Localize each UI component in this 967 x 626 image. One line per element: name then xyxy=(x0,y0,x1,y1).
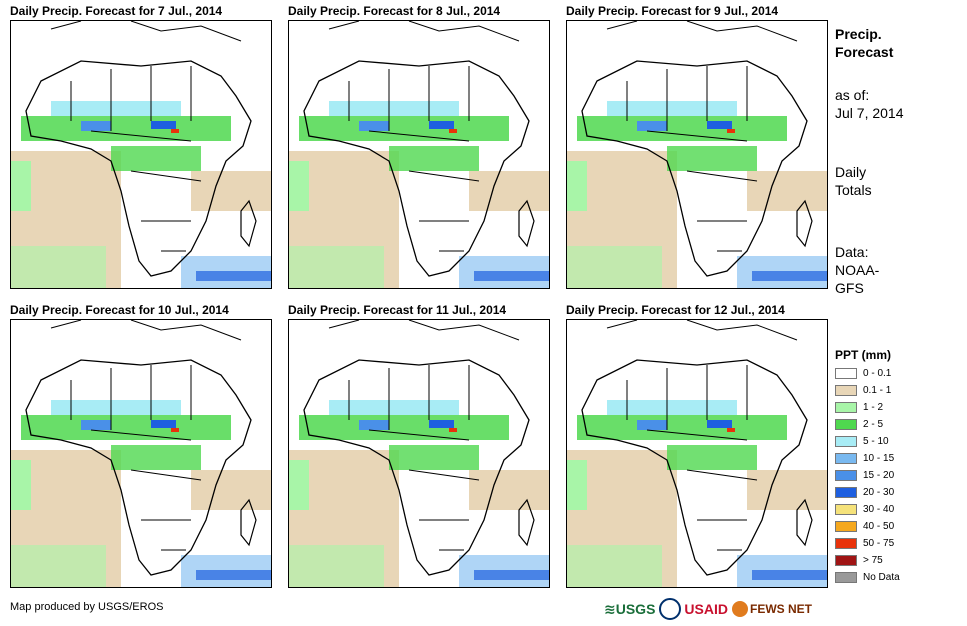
forecast-panel-jul9: Daily Precip. Forecast for 9 Jul., 2014 xyxy=(566,4,828,289)
as-of-value: Jul 7, 2014 xyxy=(835,105,904,121)
usaid-logo-text: USAID xyxy=(684,601,728,617)
legend-swatch xyxy=(835,470,857,481)
data-line1: Data: xyxy=(835,244,869,260)
forecast-panel-jul11: Daily Precip. Forecast for 11 Jul., 2014 xyxy=(288,303,550,588)
usgs-logo-text: USGS xyxy=(615,601,656,617)
fewsnet-globe-icon xyxy=(731,601,748,617)
usaid-logo: USAID xyxy=(659,598,728,620)
legend-label: > 75 xyxy=(863,555,883,566)
side-title-line1: Precip. xyxy=(835,26,882,42)
panel-title: Daily Precip. Forecast for 9 Jul., 2014 xyxy=(566,4,779,18)
usgs-logo: ≋ USGS xyxy=(604,601,655,618)
panel-title: Daily Precip. Forecast for 10 Jul., 2014 xyxy=(10,303,229,317)
data-source: Data: NOAA- GFS xyxy=(835,243,879,297)
legend-label: 5 - 10 xyxy=(863,436,889,447)
legend-swatch xyxy=(835,368,857,379)
forecast-panel-jul12: Daily Precip. Forecast for 12 Jul., 2014 xyxy=(566,303,828,588)
legend-swatch xyxy=(835,385,857,396)
legend-label: 1 - 2 xyxy=(863,402,884,413)
usgs-logo-icon: ≋ xyxy=(604,600,616,617)
legend-swatch xyxy=(835,453,857,464)
legend-swatch xyxy=(835,538,857,549)
legend-item: 15 - 20 xyxy=(835,467,915,484)
legend-item: 40 - 50 xyxy=(835,518,915,535)
partner-logos: ≋ USGS USAID FEWS NET xyxy=(604,595,812,623)
legend-item: 5 - 10 xyxy=(835,433,915,450)
legend-label: No Data xyxy=(863,572,900,583)
legend-label: 2 - 5 xyxy=(863,419,884,430)
precip-map xyxy=(288,319,550,588)
legend-item: 50 - 75 xyxy=(835,535,915,552)
legend-item: No Data xyxy=(835,569,915,586)
legend-label: 20 - 30 xyxy=(863,487,895,498)
panel-title: Daily Precip. Forecast for 11 Jul., 2014 xyxy=(288,303,507,317)
panel-title: Daily Precip. Forecast for 8 Jul., 2014 xyxy=(288,4,501,18)
fewsnet-logo: FEWS NET xyxy=(731,601,812,617)
legend-item: 0.1 - 1 xyxy=(835,382,915,399)
precip-map xyxy=(10,319,272,588)
legend-swatch xyxy=(835,555,857,566)
legend-swatch xyxy=(835,504,857,515)
legend-item: 0 - 0.1 xyxy=(835,365,915,382)
legend-item: > 75 xyxy=(835,552,915,569)
legend-label: 0 - 0.1 xyxy=(863,368,892,379)
legend-item: 1 - 2 xyxy=(835,399,915,416)
legend-swatch xyxy=(835,402,857,413)
as-of-date: as of: Jul 7, 2014 xyxy=(835,86,904,122)
side-title-line2: Forecast xyxy=(835,44,894,60)
panel-title: Daily Precip. Forecast for 7 Jul., 2014 xyxy=(10,4,223,18)
as-of-label: as of: xyxy=(835,87,870,103)
legend-item: 20 - 30 xyxy=(835,484,915,501)
forecast-panel-jul10: Daily Precip. Forecast for 10 Jul., 2014 xyxy=(10,303,272,588)
daily-line2: Totals xyxy=(835,182,872,198)
legend-item: 10 - 15 xyxy=(835,450,915,467)
legend-label: 30 - 40 xyxy=(863,504,895,515)
legend-swatch xyxy=(835,487,857,498)
fewsnet-logo-text: FEWS NET xyxy=(749,602,812,616)
daily-line1: Daily xyxy=(835,164,867,180)
usaid-seal-icon xyxy=(659,598,682,620)
legend-label: 50 - 75 xyxy=(863,538,895,549)
side-title: Precip. Forecast xyxy=(835,25,893,61)
legend-title: PPT (mm) xyxy=(835,348,892,362)
legend-label: 0.1 - 1 xyxy=(863,385,892,396)
data-line3: GFS xyxy=(835,280,864,296)
map-credit: Map produced by USGS/EROS xyxy=(10,601,164,613)
precip-map xyxy=(566,319,828,588)
legend-label: 40 - 50 xyxy=(863,521,895,532)
forecast-panel-jul7: Daily Precip. Forecast for 7 Jul., 2014 xyxy=(10,4,272,289)
legend-item: 30 - 40 xyxy=(835,501,915,518)
legend-item: 2 - 5 xyxy=(835,416,915,433)
daily-totals-label: Daily Totals xyxy=(835,163,872,199)
precip-map xyxy=(10,20,272,289)
legend-swatch xyxy=(835,572,857,583)
legend-label: 15 - 20 xyxy=(863,470,895,481)
legend-swatch xyxy=(835,521,857,532)
data-line2: NOAA- xyxy=(835,262,880,278)
precip-map xyxy=(566,20,828,289)
legend-items: 0 - 0.1 0.1 - 1 1 - 2 2 - 5 5 - 10 10 - 15 15 … xyxy=(835,365,915,586)
forecast-panel-jul8: Daily Precip. Forecast for 8 Jul., 2014 xyxy=(288,4,550,289)
precip-map xyxy=(288,20,550,289)
panel-title: Daily Precip. Forecast for 12 Jul., 2014 xyxy=(566,303,785,317)
legend-swatch xyxy=(835,419,857,430)
legend-label: 10 - 15 xyxy=(863,453,895,464)
precip-legend: PPT (mm) 0 - 0.1 0.1 - 1 1 - 2 2 - 5 5 - 10 1… xyxy=(835,347,915,586)
legend-swatch xyxy=(835,436,857,447)
